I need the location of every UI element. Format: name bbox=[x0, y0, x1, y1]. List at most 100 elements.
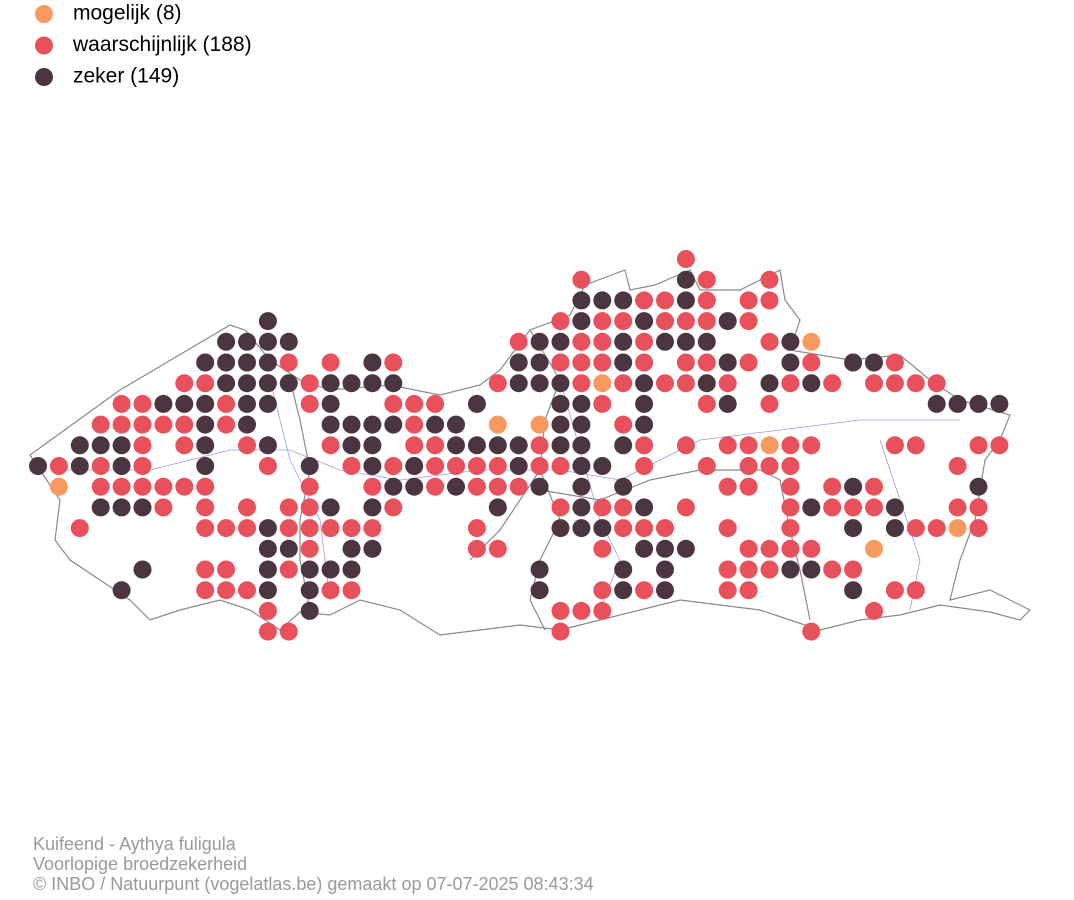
atlas-square bbox=[238, 374, 256, 393]
atlas-square bbox=[676, 291, 695, 310]
atlas-square bbox=[426, 436, 445, 455]
atlas-square bbox=[927, 374, 946, 393]
atlas-square bbox=[112, 477, 131, 496]
atlas-square bbox=[258, 436, 277, 455]
atlas-square bbox=[572, 519, 591, 538]
atlas-square bbox=[530, 332, 549, 351]
atlas-square bbox=[258, 601, 277, 620]
atlas-square bbox=[133, 498, 152, 517]
atlas-square bbox=[781, 457, 800, 475]
atlas-square bbox=[551, 436, 570, 455]
atlas-square bbox=[279, 353, 298, 372]
atlas-square bbox=[739, 436, 758, 455]
atlas-square bbox=[844, 519, 863, 538]
atlas-square bbox=[384, 457, 403, 475]
atlas-square bbox=[844, 581, 863, 600]
atlas-square bbox=[718, 353, 737, 372]
atlas-square bbox=[196, 394, 215, 413]
atlas-square bbox=[656, 560, 674, 579]
atlas-square bbox=[697, 353, 716, 372]
atlas-square bbox=[865, 601, 883, 620]
atlas-square bbox=[91, 415, 110, 434]
atlas-square bbox=[739, 477, 758, 496]
atlas-square bbox=[551, 622, 570, 641]
atlas-square bbox=[614, 332, 633, 351]
atlas-square bbox=[175, 415, 194, 434]
atlas-square bbox=[969, 519, 988, 538]
atlas-square bbox=[593, 539, 612, 558]
atlas-square bbox=[676, 436, 695, 455]
atlas-square bbox=[551, 457, 570, 475]
atlas-square bbox=[572, 457, 591, 475]
atlas-square bbox=[593, 291, 612, 310]
river bbox=[269, 379, 331, 601]
atlas-square bbox=[363, 374, 382, 393]
atlas-square bbox=[49, 477, 68, 496]
atlas-square bbox=[447, 436, 465, 455]
atlas-square bbox=[614, 477, 633, 496]
atlas-square bbox=[133, 477, 152, 496]
atlas-square bbox=[635, 436, 654, 455]
atlas-square bbox=[467, 477, 486, 496]
credit: © INBO / Natuurpunt (vogelatlas.be) gema… bbox=[33, 874, 594, 894]
dots bbox=[29, 250, 1009, 641]
atlas-square bbox=[279, 332, 298, 351]
atlas-square bbox=[718, 312, 737, 331]
atlas-square bbox=[656, 581, 674, 600]
atlas-square bbox=[718, 374, 737, 393]
atlas-square bbox=[656, 519, 674, 538]
atlas-square bbox=[342, 581, 361, 600]
atlas-square bbox=[885, 581, 904, 600]
atlas-square bbox=[300, 519, 319, 538]
atlas-square bbox=[865, 374, 883, 393]
atlas-square bbox=[865, 498, 883, 517]
atlas-square bbox=[154, 415, 173, 434]
atlas-square bbox=[154, 477, 173, 496]
legend: mogelijk (8) waarschijnlijk (188) zeker (1… bbox=[35, 2, 252, 88]
atlas-square bbox=[509, 457, 528, 475]
atlas-square bbox=[614, 374, 633, 393]
atlas-square bbox=[885, 498, 904, 517]
atlas-square bbox=[196, 415, 215, 434]
atlas-square bbox=[572, 601, 591, 620]
atlas-square bbox=[196, 353, 215, 372]
atlas-square bbox=[363, 498, 382, 517]
atlas-square bbox=[488, 374, 507, 393]
atlas-square bbox=[342, 519, 361, 538]
atlas-square bbox=[175, 436, 194, 455]
atlas-square bbox=[572, 312, 591, 331]
atlas-square bbox=[906, 436, 925, 455]
atlas-square bbox=[551, 312, 570, 331]
atlas-square bbox=[718, 477, 737, 496]
atlas-square bbox=[572, 374, 591, 393]
atlas-square bbox=[781, 539, 800, 558]
atlas-square bbox=[676, 250, 695, 268]
atlas-square bbox=[948, 519, 967, 538]
atlas-square bbox=[802, 353, 821, 372]
atlas-square bbox=[530, 353, 549, 372]
atlas-square bbox=[509, 374, 528, 393]
atlas-square bbox=[279, 519, 298, 538]
atlas-square bbox=[823, 477, 842, 496]
rivers bbox=[60, 379, 960, 611]
atlas-square bbox=[426, 477, 445, 496]
atlas-square bbox=[697, 291, 716, 310]
atlas-square bbox=[342, 539, 361, 558]
atlas-square bbox=[865, 353, 883, 372]
atlas-square bbox=[885, 374, 904, 393]
atlas-square bbox=[133, 394, 152, 413]
atlas-square bbox=[321, 353, 340, 372]
atlas-square bbox=[405, 394, 424, 413]
atlas-square bbox=[739, 312, 758, 331]
atlas-square bbox=[196, 436, 215, 455]
atlas-square bbox=[112, 457, 131, 475]
atlas-square bbox=[258, 394, 277, 413]
atlas-square bbox=[467, 539, 486, 558]
atlas-square bbox=[300, 581, 319, 600]
atlas-square bbox=[321, 560, 340, 579]
atlas-square bbox=[614, 291, 633, 310]
atlas-square bbox=[342, 457, 361, 475]
atlas-square bbox=[91, 436, 110, 455]
atlas-square bbox=[488, 539, 507, 558]
atlas-square bbox=[300, 394, 319, 413]
